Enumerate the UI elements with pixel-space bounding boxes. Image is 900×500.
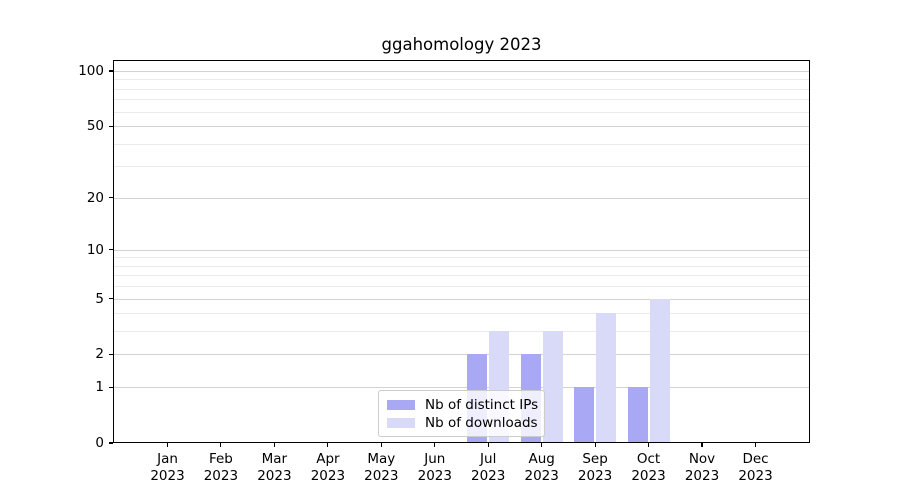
minor-gridline xyxy=(113,166,810,168)
y-tick-mark xyxy=(109,70,113,72)
bar-downloads-sep xyxy=(596,313,617,442)
x-tick-year: 2023 xyxy=(577,467,613,484)
x-tick-label: Apr 2023 xyxy=(296,451,360,484)
y-tick-label: 10 xyxy=(86,241,104,258)
major-gridline xyxy=(113,197,810,199)
bar-downloads-oct xyxy=(649,298,670,442)
x-tick-label: Mar 2023 xyxy=(242,451,306,484)
x-tick-label: Jun 2023 xyxy=(403,451,467,484)
minor-gridline xyxy=(113,313,810,315)
x-tick-year: 2023 xyxy=(738,467,773,484)
legend-swatch-distinct-ips xyxy=(387,399,415,410)
x-tick-mark xyxy=(647,443,650,447)
x-tick-year: 2023 xyxy=(684,467,720,484)
x-tick-mark xyxy=(220,443,222,447)
minor-gridline xyxy=(113,265,810,267)
minor-gridline xyxy=(113,79,810,81)
x-tick-year: 2023 xyxy=(417,467,452,484)
x-tick-label: Sep 2023 xyxy=(563,451,627,484)
minor-gridline xyxy=(113,275,810,277)
bar-distinct-ips-sep xyxy=(574,387,595,442)
x-tick-year: 2023 xyxy=(524,467,559,484)
major-gridline xyxy=(113,126,810,128)
x-tick-mark xyxy=(754,443,757,447)
minor-gridline xyxy=(113,111,810,113)
x-tick-mark xyxy=(327,443,329,447)
minor-gridline xyxy=(113,99,810,101)
y-tick-mark xyxy=(109,386,113,388)
bar-distinct-ips-oct xyxy=(627,387,648,442)
x-tick-label: Oct 2023 xyxy=(617,451,681,484)
y-tick-label: 2 xyxy=(95,346,104,363)
x-tick-year: 2023 xyxy=(631,467,666,484)
x-tick-mark xyxy=(541,443,543,447)
y-tick-mark xyxy=(109,125,113,127)
legend-label: Nb of downloads xyxy=(425,414,538,431)
major-gridline xyxy=(113,71,810,72)
major-gridline xyxy=(113,298,810,300)
y-tick-mark xyxy=(109,298,113,300)
x-tick-mark xyxy=(434,443,436,447)
bar-downloads-aug xyxy=(542,331,563,442)
x-tick-label: Dec 2023 xyxy=(724,451,788,484)
x-tick-year: 2023 xyxy=(364,467,399,484)
minor-gridline xyxy=(113,286,810,288)
y-tick-label: 5 xyxy=(95,290,104,307)
x-tick-year: 2023 xyxy=(310,467,346,484)
legend-label: Nb of distinct IPs xyxy=(425,396,539,413)
y-tick-mark xyxy=(109,442,113,444)
major-gridline xyxy=(113,387,810,389)
y-tick-mark xyxy=(109,353,113,355)
minor-gridline xyxy=(113,88,810,90)
x-tick-label: Aug 2023 xyxy=(510,451,574,484)
x-tick-year: 2023 xyxy=(203,467,239,484)
x-tick-year: 2023 xyxy=(257,467,292,484)
major-gridline xyxy=(113,354,810,356)
y-tick-label: 50 xyxy=(86,118,104,135)
x-tick-mark xyxy=(594,443,596,447)
x-tick-mark xyxy=(487,443,489,447)
x-tick-label: Jan 2023 xyxy=(136,451,200,484)
legend: Nb of distinct IPs Nb of downloads xyxy=(378,390,545,437)
y-tick-mark xyxy=(109,249,113,251)
chart-title: ggahomology 2023 xyxy=(381,35,542,54)
legend-swatch-downloads xyxy=(387,417,415,428)
y-tick-label: 1 xyxy=(95,379,104,396)
x-tick-year: 2023 xyxy=(471,467,506,484)
plot-frame xyxy=(113,60,810,443)
y-tick-label: 20 xyxy=(86,189,104,206)
x-tick-label: Feb 2023 xyxy=(189,451,253,484)
minor-gridline xyxy=(113,257,810,259)
legend-item-distinct-ips: Nb of distinct IPs xyxy=(387,396,539,413)
y-tick-mark xyxy=(109,197,113,199)
x-tick-mark xyxy=(273,443,275,447)
x-tick-year: 2023 xyxy=(150,467,185,484)
minor-gridline xyxy=(113,331,810,333)
x-tick-mark xyxy=(701,443,703,447)
major-gridline xyxy=(113,249,810,251)
x-tick-mark xyxy=(166,443,169,447)
x-tick-label: May 2023 xyxy=(349,451,413,484)
x-tick-mark xyxy=(380,443,382,447)
x-tick-label: Nov 2023 xyxy=(670,451,734,484)
minor-gridline xyxy=(113,143,810,145)
legend-item-downloads: Nb of downloads xyxy=(387,414,538,431)
y-tick-label: 100 xyxy=(78,63,104,79)
y-tick-label: 0 xyxy=(95,435,104,451)
x-tick-label: Jul 2023 xyxy=(456,451,520,484)
